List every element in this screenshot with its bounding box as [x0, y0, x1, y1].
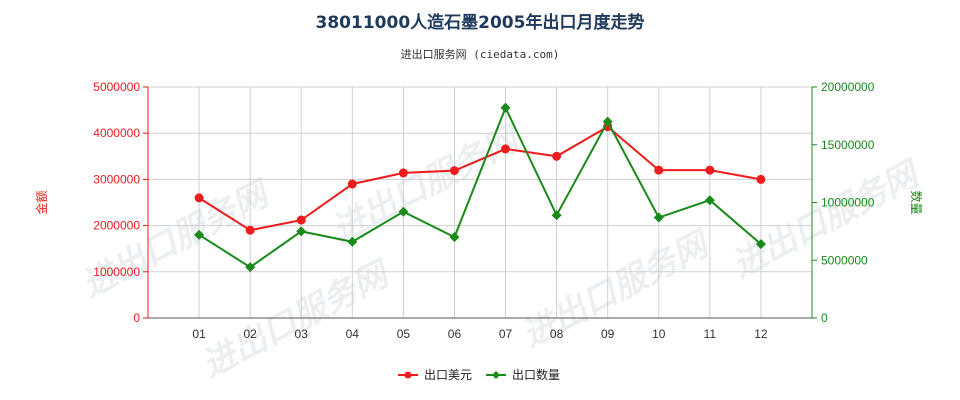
- data-point[interactable]: [756, 174, 766, 184]
- data-point[interactable]: [705, 165, 715, 175]
- y-right-tick-label: 5000000: [821, 253, 868, 267]
- data-point[interactable]: [551, 210, 562, 221]
- data-point[interactable]: [501, 144, 511, 154]
- legend[interactable]: 出口美元 出口数量: [398, 367, 560, 382]
- data-point[interactable]: [194, 229, 205, 240]
- watermark-text: 进出口服务网: [515, 222, 718, 355]
- y-left-tick-label: 2000000: [93, 219, 140, 233]
- data-point[interactable]: [245, 262, 256, 273]
- legend-swatch-marker: [492, 371, 500, 379]
- x-tick-label: 07: [499, 327, 513, 341]
- y-right-axis-label: 数量: [909, 190, 924, 214]
- x-tick-label: 03: [295, 327, 309, 341]
- x-tick-label: 02: [243, 327, 257, 341]
- series-2: [194, 102, 766, 273]
- x-tick-label: 04: [346, 327, 360, 341]
- x-tick-label: 06: [448, 327, 462, 341]
- y-left-tick-label: 0: [133, 311, 140, 325]
- series-line: [198, 105, 762, 269]
- y-left-tick-label: 5000000: [93, 80, 140, 94]
- x-tick-label: 12: [754, 327, 768, 341]
- data-point[interactable]: [500, 102, 511, 113]
- y-right-tick-label: 15000000: [821, 138, 875, 152]
- x-tick-label: 11: [704, 327, 717, 341]
- data-point[interactable]: [296, 215, 306, 225]
- y-right-tick-label: 20000000: [821, 80, 875, 94]
- series-line: [198, 125, 762, 232]
- x-tick-label: 10: [652, 327, 666, 341]
- series-1: [194, 122, 766, 235]
- chart-subtitle: 进出口服务网 (ciedata.com): [401, 47, 560, 61]
- data-point[interactable]: [347, 236, 358, 247]
- data-point[interactable]: [398, 168, 408, 178]
- y-left-axis-label: 金额: [34, 190, 49, 214]
- data-point[interactable]: [245, 225, 255, 235]
- x-tick-label: 01: [192, 327, 206, 341]
- data-point[interactable]: [398, 206, 409, 217]
- data-point[interactable]: [296, 226, 307, 237]
- legend-swatch-marker: [404, 371, 412, 379]
- series-layer: [194, 102, 766, 273]
- y-right-tick-label: 0: [821, 311, 828, 325]
- legend-label: 出口数量: [512, 367, 560, 382]
- x-tick-label: 05: [397, 327, 411, 341]
- y-left-tick-label: 1000000: [93, 265, 140, 279]
- data-point[interactable]: [704, 195, 715, 206]
- legend-item-1[interactable]: 出口美元: [398, 368, 472, 382]
- x-tick-label: 09: [601, 327, 615, 341]
- data-point[interactable]: [653, 212, 664, 223]
- data-point[interactable]: [449, 166, 459, 176]
- data-point[interactable]: [755, 239, 766, 250]
- y-left-tick-label: 4000000: [93, 126, 140, 140]
- data-point[interactable]: [347, 179, 357, 189]
- data-point[interactable]: [552, 151, 562, 161]
- data-point[interactable]: [602, 116, 613, 127]
- watermark-text: 进出口服务网: [75, 172, 278, 305]
- y-right-tick-label: 10000000: [821, 196, 875, 210]
- data-point[interactable]: [194, 193, 204, 203]
- chart-title: 38011000人造石墨2005年出口月度走势: [316, 12, 645, 33]
- y-left-tick-label: 3000000: [93, 172, 140, 186]
- legend-label: 出口美元: [424, 368, 472, 382]
- data-point[interactable]: [654, 165, 664, 175]
- x-tick-label: 08: [550, 327, 564, 341]
- legend-item-2[interactable]: 出口数量: [486, 367, 560, 382]
- watermark-text: 进出口服务网: [195, 252, 398, 385]
- data-point[interactable]: [449, 232, 460, 243]
- tick-labels: 0100000020000003000000400000050000000500…: [93, 80, 874, 341]
